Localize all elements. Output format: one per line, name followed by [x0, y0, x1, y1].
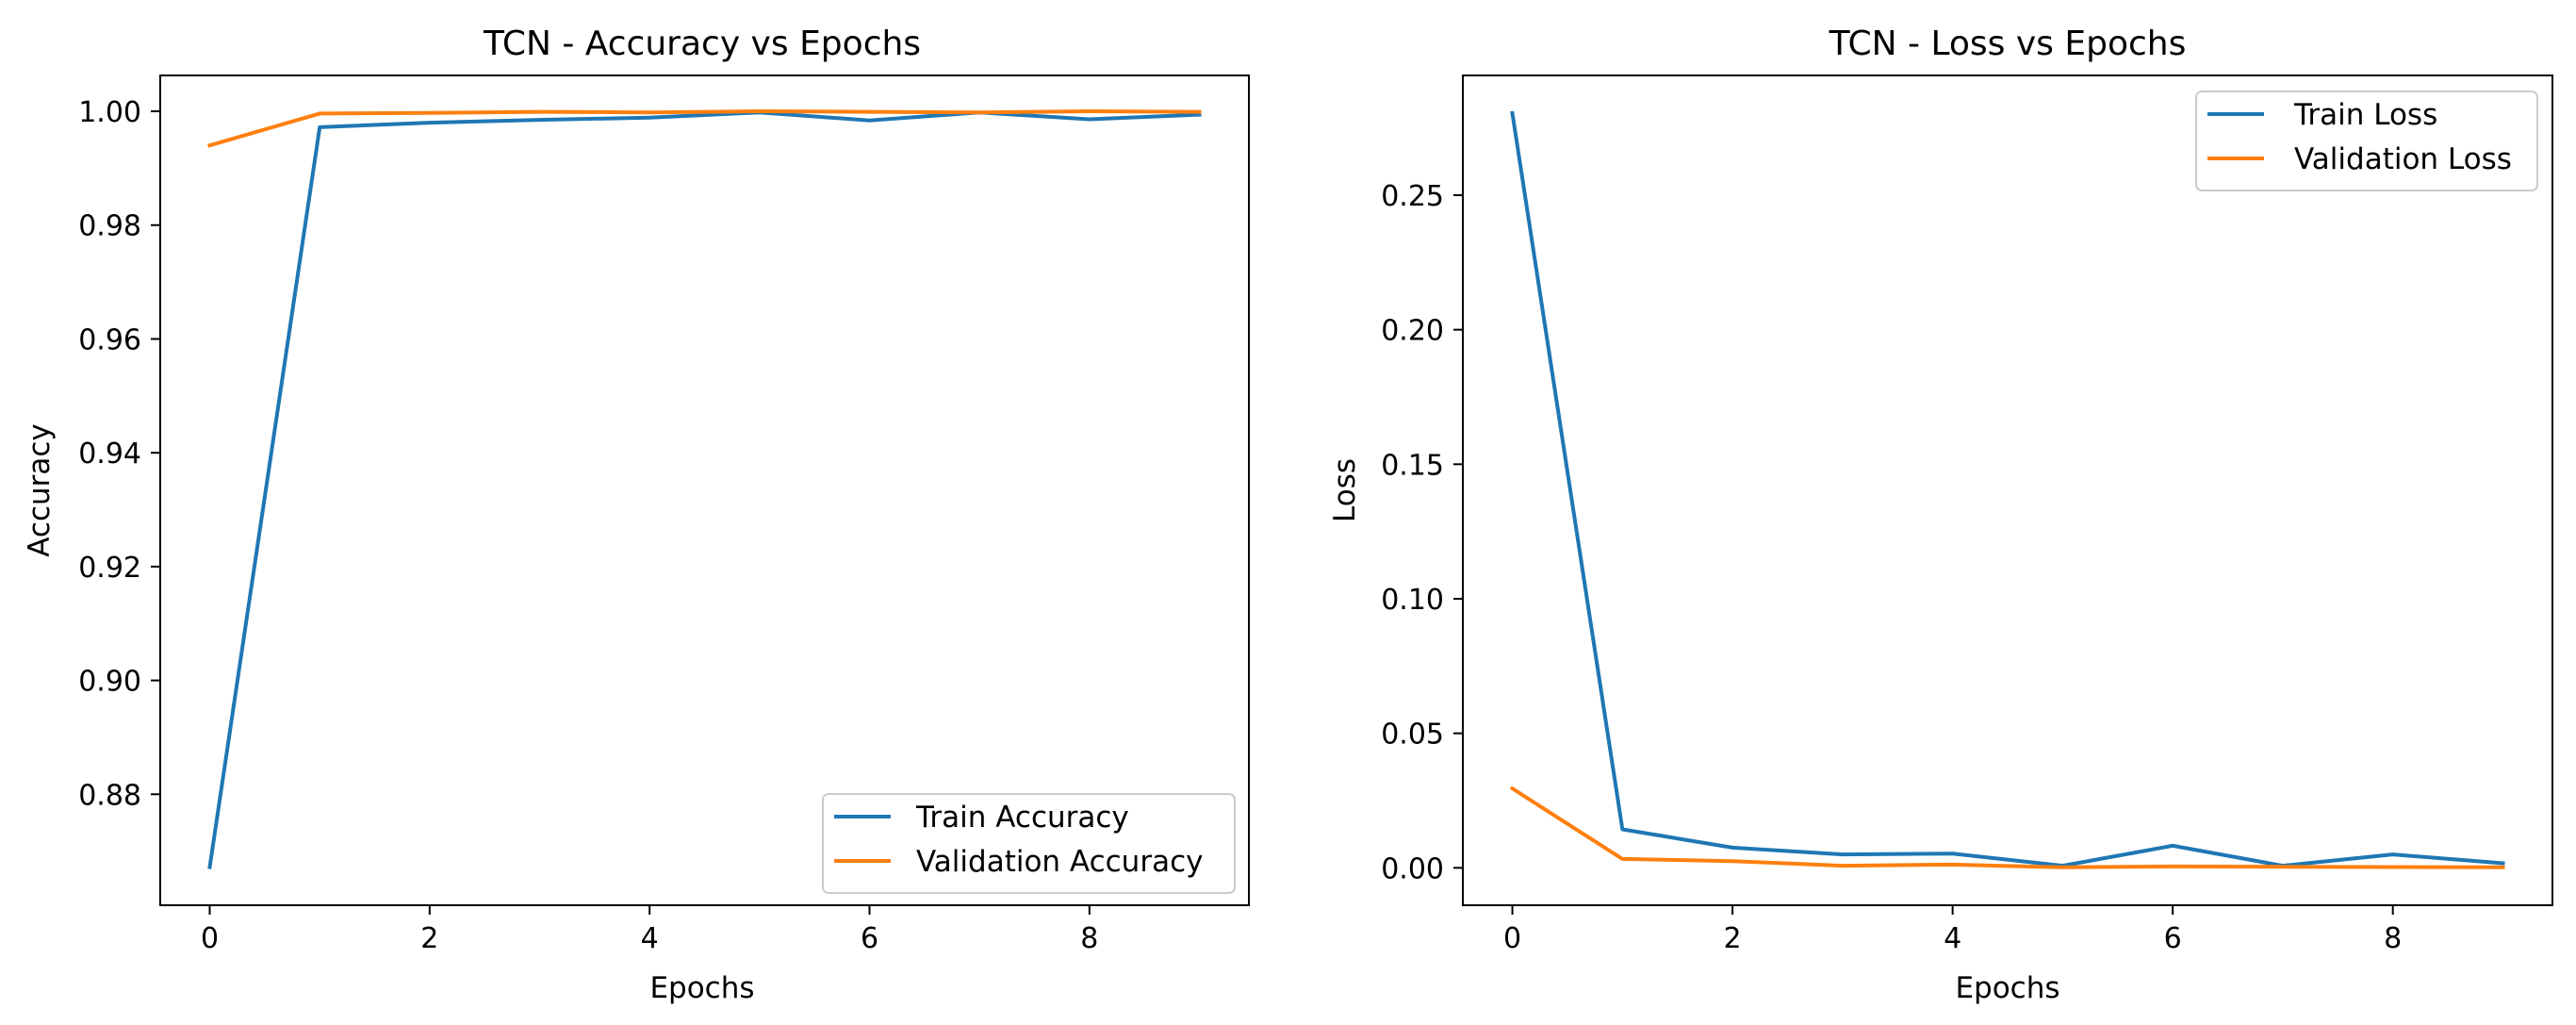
loss-x-ticks: 0 2 4 6 8 [1503, 905, 2402, 955]
accuracy-legend: Train Accuracy Validation Accuracy [822, 793, 1236, 894]
accuracy-x-ticks: 0 2 4 6 8 [201, 905, 1098, 955]
accuracy-y-tick-label: 0.92 [78, 552, 141, 585]
loss-x-tick-label: 6 [2164, 922, 2182, 955]
loss-x-tick-label: 2 [1724, 922, 1742, 955]
loss-y-tick-label: 0.10 [1381, 584, 1444, 617]
legend-label-validation-loss: Validation Loss [2294, 142, 2512, 176]
accuracy-lines [207, 109, 1202, 869]
legend-label-validation-accuracy: Validation Accuracy [916, 845, 1203, 879]
accuracy-x-tick-label: 8 [1080, 922, 1098, 955]
accuracy-y-tick-label: 0.88 [78, 779, 141, 812]
accuracy-y-ticks: 0.88 0.90 0.92 0.94 0.96 0.98 1.00 [78, 96, 160, 812]
accuracy-y-tick-label: 0.94 [78, 438, 141, 471]
loss-x-tick-label: 8 [2384, 922, 2402, 955]
accuracy-y-tick-label: 0.90 [78, 666, 141, 699]
accuracy-x-axis-label: Epochs [649, 971, 754, 1005]
loss-y-tick-label: 0.25 [1381, 180, 1444, 213]
accuracy-plot-frame [159, 74, 1250, 906]
accuracy-y-axis-label: Accuracy [23, 423, 57, 557]
accuracy-y-tick-label: 1.00 [78, 96, 141, 129]
loss-x-tick-label: 4 [1944, 922, 1961, 955]
series-line-train-accuracy [207, 110, 1202, 869]
accuracy-x-tick-label: 0 [201, 922, 219, 955]
legend-label-train-accuracy: Train Accuracy [915, 801, 1129, 835]
loss-x-axis-label: Epochs [1955, 971, 2059, 1005]
accuracy-y-tick-label: 0.98 [78, 210, 141, 243]
loss-x-tick-label: 0 [1503, 922, 1521, 955]
series-line-validation-loss [1509, 785, 2505, 869]
loss-y-tick-label: 0.20 [1381, 315, 1444, 348]
accuracy-x-tick-label: 2 [420, 922, 438, 955]
loss-plot-frame [1462, 74, 2553, 906]
loss-y-tick-label: 0.00 [1381, 852, 1444, 885]
loss-legend: Train Loss Validation Loss [2195, 91, 2538, 191]
accuracy-y-tick-label: 0.96 [78, 323, 141, 356]
accuracy-x-tick-label: 4 [641, 922, 659, 955]
loss-y-ticks: 0.00 0.05 0.10 0.15 0.20 0.25 [1381, 180, 1463, 885]
legend-label-train-loss: Train Loss [2293, 98, 2437, 132]
loss-legend-box [2195, 91, 2538, 191]
loss-y-tick-label: 0.15 [1381, 449, 1444, 482]
accuracy-legend-box [822, 793, 1236, 894]
accuracy-chart-title: TCN - Accuracy vs Epochs [483, 25, 921, 63]
series-line-train-loss [1510, 110, 2505, 868]
accuracy-x-tick-label: 6 [861, 922, 878, 955]
series-line-validation-accuracy [207, 109, 1202, 148]
loss-y-axis-label: Loss [1328, 458, 1362, 522]
loss-y-tick-label: 0.05 [1381, 719, 1444, 752]
loss-lines [1509, 110, 2505, 869]
loss-chart-title: TCN - Loss vs Epochs [1829, 25, 2187, 63]
